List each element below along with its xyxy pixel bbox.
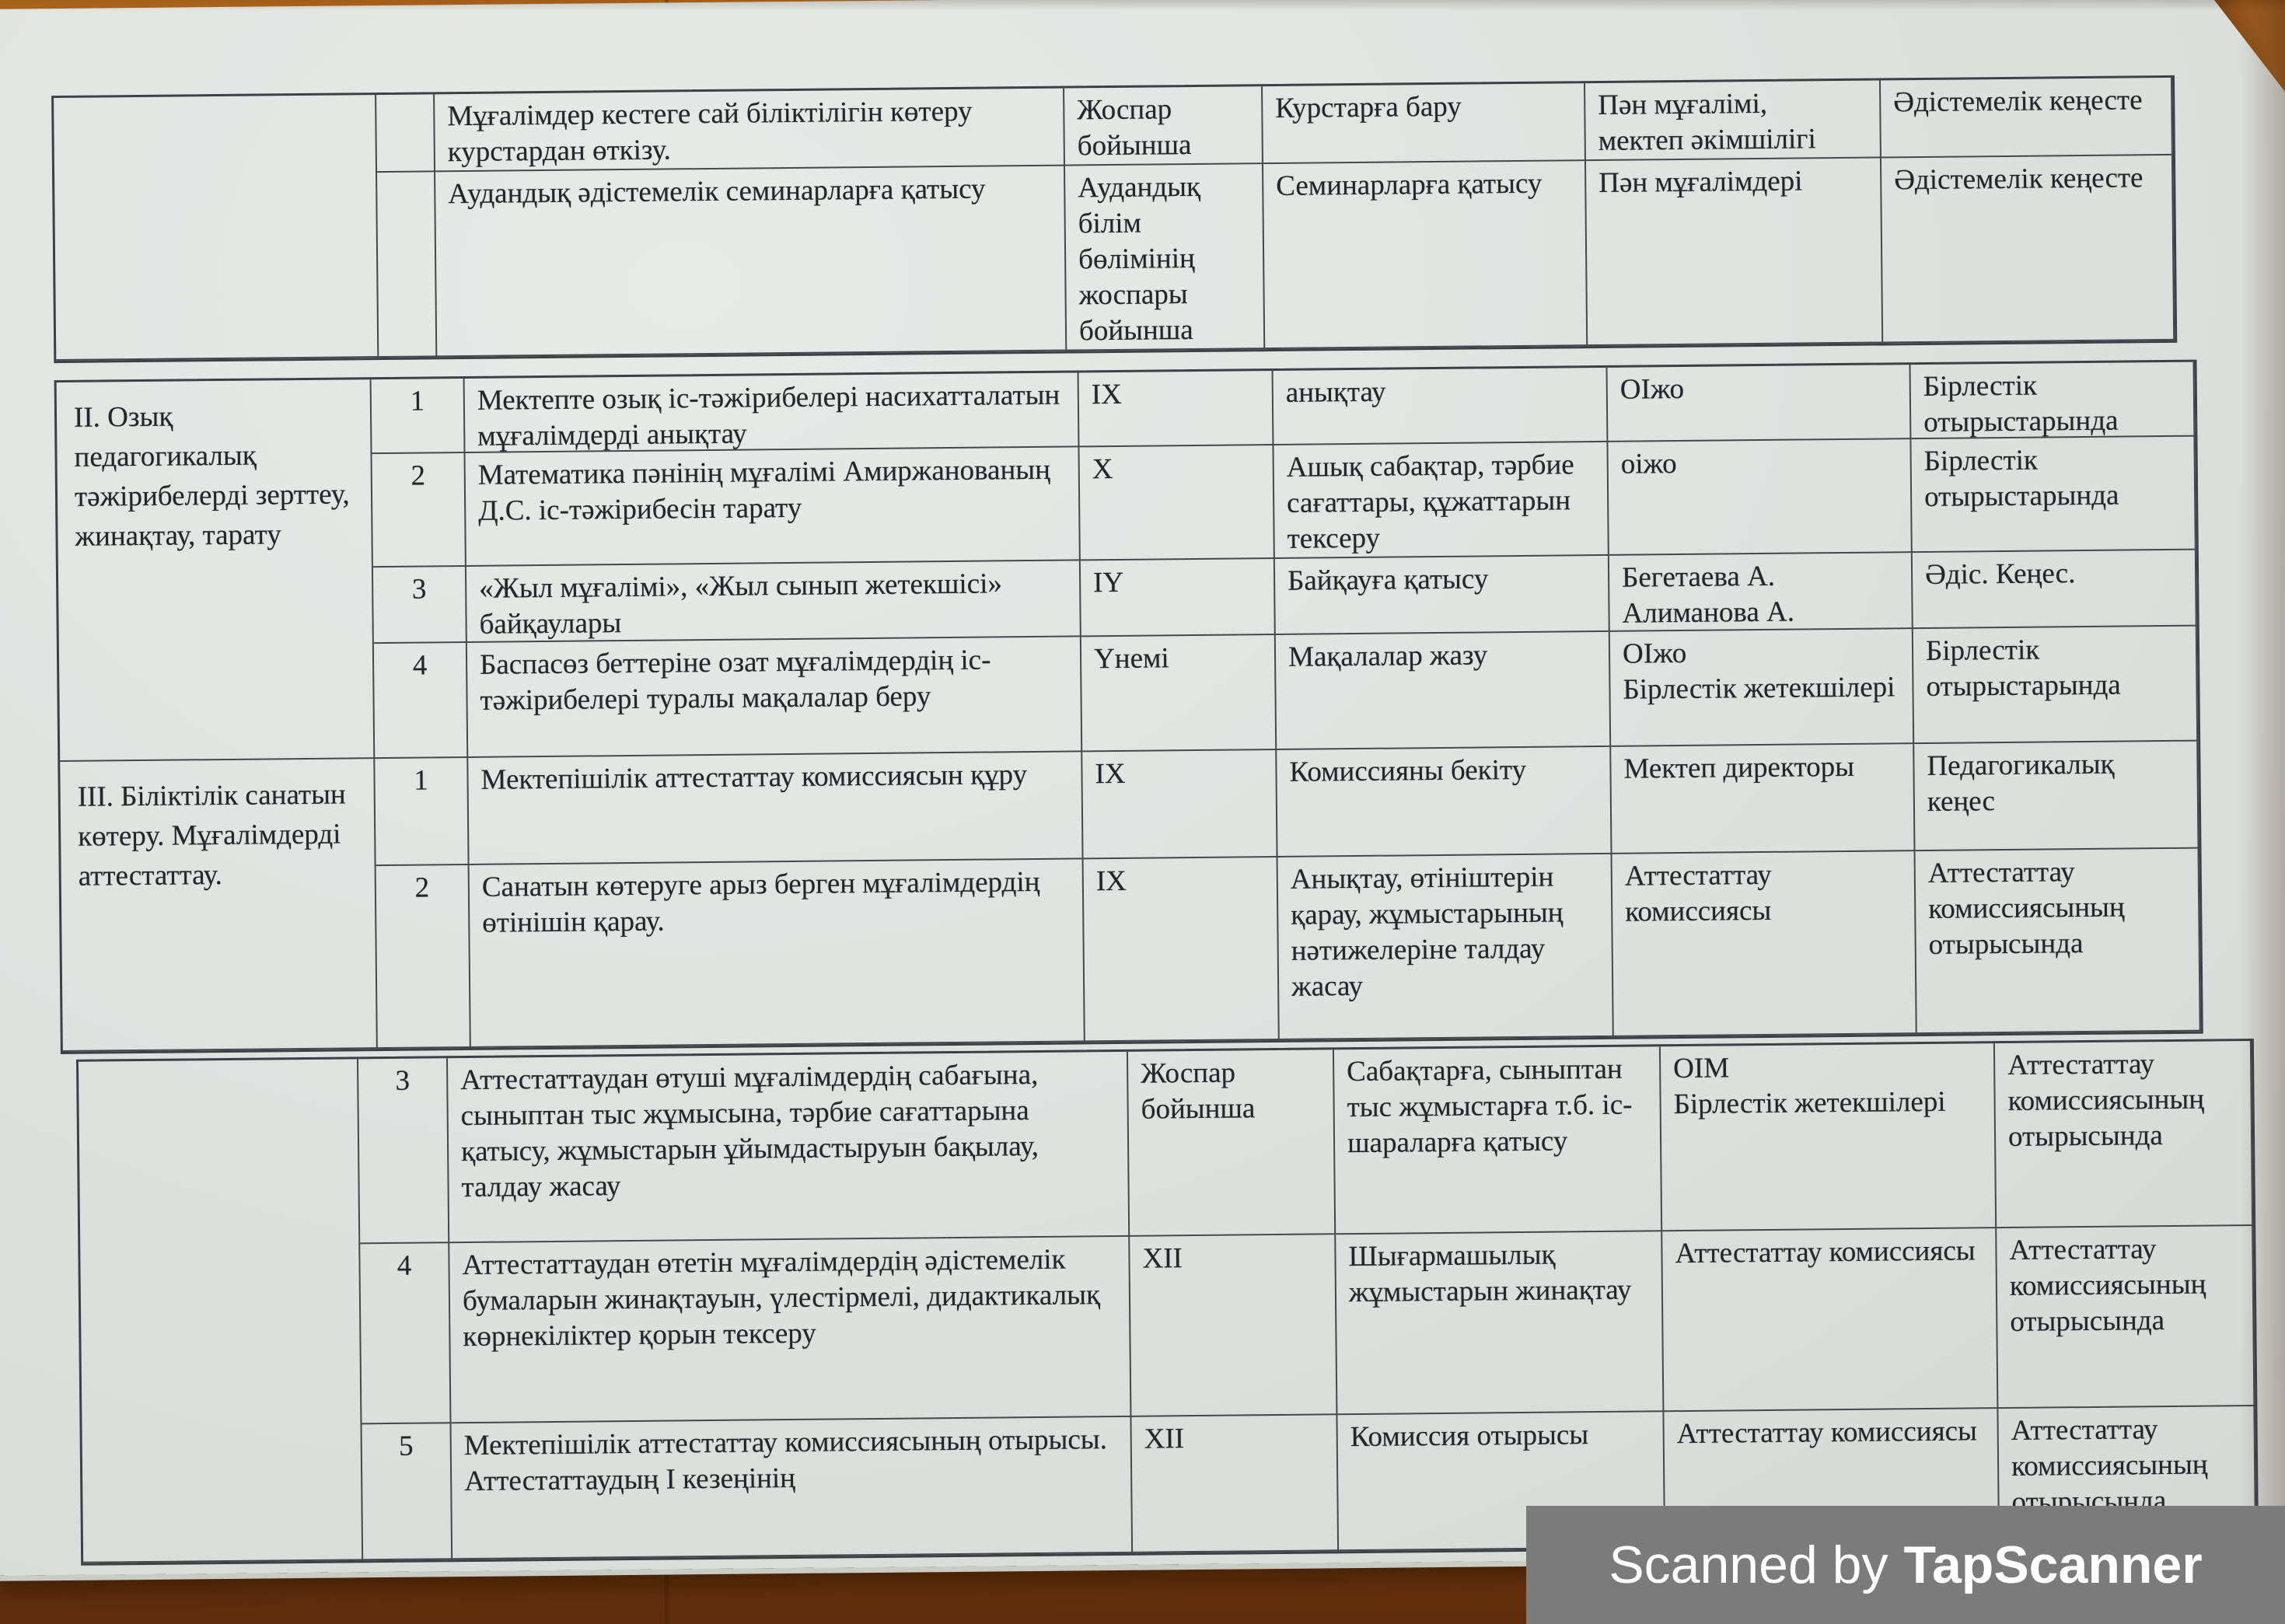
cell-task: Мектепішілік аттестаттау комиссиясын құр…: [468, 752, 1084, 865]
cell-venue: Бірлестік отырыстарында: [1911, 436, 2196, 554]
cell-task: Мұғалімдер кестеге сай біліктілігін көте…: [435, 88, 1065, 173]
cell-task: Математика пәнінің мұғалімі Амиржанованы…: [465, 447, 1081, 567]
cell-number: 1: [371, 378, 466, 455]
cell-task: Мектепте озық іс-тәжірибелері насихаттал…: [464, 372, 1080, 453]
cell-venue: Аттестаттау комиссиясының отырысында: [1997, 1225, 2255, 1409]
cell-venue: Бірлестік отырыстарында: [1913, 626, 2199, 745]
cell-responsible: Пән мұғалімі, мектеп әкімшілігі: [1585, 80, 1881, 162]
section-label: III. Біліктілік санатын көтеру. Мұғалімд…: [60, 759, 378, 1052]
cell-responsible: Пән мұғалімдері: [1585, 158, 1884, 347]
cell-form: Анықтау, өтініштерін қарау, жұмыстарының…: [1277, 854, 1614, 1040]
cell-form: Семинарларға қатысу: [1263, 161, 1588, 350]
plan-table-middle: II. Озық педагогикалық тәжірибелерді зер…: [54, 359, 2203, 1055]
cell-venue: Әдістемелік кеңесте: [1880, 77, 2173, 159]
cell-form: Ашық сабақтар, тәрбие сағаттары, құжатта…: [1274, 442, 1609, 560]
cell-task: Мектепішілік аттестаттау комиссиясының о…: [451, 1416, 1134, 1560]
cell-number: 1: [375, 757, 470, 867]
cell-number: [376, 94, 436, 173]
cell-task: Аттестаттаудан өтуші мұғалімдердің сабағ…: [447, 1051, 1130, 1244]
cell-number: [377, 172, 438, 358]
cell-number: 2: [376, 864, 471, 1049]
section-label: II. Озық педагогикалық тәжірибелерді зер…: [56, 379, 376, 763]
cell-time: IX: [1082, 749, 1278, 860]
cell-venue: Аттестаттау комиссиясының отырысында: [1994, 1040, 2254, 1229]
cell-time: XII: [1130, 1235, 1338, 1417]
cell-responsible: Бегетаева А. Алиманова А.: [1609, 553, 1913, 632]
plan-table-top: Мұғалімдер кестеге сай біліктілігін көте…: [51, 75, 2178, 364]
cell-task: Аттестаттаудан өтетін мұғалімдердің әдіс…: [449, 1236, 1132, 1424]
cell-time: IX: [1078, 371, 1274, 448]
cell-time: XII: [1131, 1415, 1340, 1553]
cell-responsible: ОІжо Бірлестік жетекшілері: [1609, 629, 1915, 747]
cell-task: Аудандық әдістемелік семинарларға қатысу: [435, 166, 1067, 358]
watermark-brand: TapScanner: [1903, 1535, 2203, 1594]
cell-time: IY: [1080, 559, 1276, 637]
cell-number: 2: [372, 452, 466, 568]
cell-form: анықтау: [1273, 367, 1609, 446]
cell-time: Аудандық білім бөлімінің жоспары бойынша: [1064, 164, 1266, 351]
cell-task: Баспасөз беттеріне озат мұғалімдердің іс…: [466, 637, 1083, 758]
cell-venue: Әдістемелік кеңесте: [1881, 155, 2175, 344]
cell-responsible: оіжо: [1608, 439, 1913, 556]
cell-task: Санатын көтеруге арыз берген мұғалімдерд…: [469, 859, 1085, 1048]
section-label: [54, 95, 379, 361]
cell-time: Үнемі: [1081, 634, 1277, 753]
cell-time: Жоспар бойынша: [1127, 1049, 1336, 1237]
cell-number: 3: [358, 1058, 450, 1245]
cell-form: Комиссияны бекіту: [1277, 746, 1612, 857]
cell-venue: Бірлестік отырыстарында: [1910, 361, 2196, 440]
cell-responsible: Мектеп директоры: [1611, 744, 1916, 854]
cell-number: 3: [372, 566, 467, 644]
cell-number: 4: [360, 1243, 452, 1425]
cell-form: Байқауға қатысу: [1274, 555, 1610, 635]
cell-number: 5: [362, 1423, 453, 1561]
cell-form: Шығармашылық жұмыстарын жинақтау: [1336, 1231, 1665, 1416]
cell-responsible: Аттестаттау комиссиясы: [1662, 1228, 1999, 1413]
cell-responsible: Аттестаттау комиссиясы: [1612, 851, 1917, 1037]
cell-form: Мақалалар жазу: [1275, 631, 1612, 750]
cell-venue: Аттестаттау комиссиясының отырысында: [1915, 848, 2201, 1035]
plan-table-bottom: 3 Аттестаттаудан өтуші мұғалімдердің саба…: [75, 1038, 2259, 1566]
section-label: [79, 1059, 364, 1563]
cell-task: «Жыл мұғалімі», «Жыл сынып жетекшісі» ба…: [466, 561, 1081, 643]
cell-time: X: [1079, 445, 1275, 561]
cell-responsible: ОІжо: [1607, 365, 1912, 442]
document-page: Мұғалімдер кестеге сай біліктілігін көте…: [0, 0, 2285, 1576]
cell-venue: Әдіс. Кеңес.: [1912, 550, 2197, 630]
cell-time: IX: [1083, 857, 1280, 1043]
watermark-text: Scanned by: [1609, 1535, 1888, 1594]
cell-time: Жоспар бойынша: [1064, 86, 1263, 166]
cell-form: Сабақтарға, сыныптан тыс жұмыстарға т.б.…: [1333, 1046, 1663, 1235]
cell-responsible: ОІМ Бірлестік жетекшілері: [1660, 1043, 1997, 1232]
cell-number: 4: [373, 642, 469, 760]
cell-venue: Педагогикалық кеңес: [1914, 741, 2199, 852]
tapscanner-watermark: Scanned by TapScanner: [1526, 1506, 2285, 1624]
cell-form: Курстарға бару: [1263, 83, 1586, 165]
